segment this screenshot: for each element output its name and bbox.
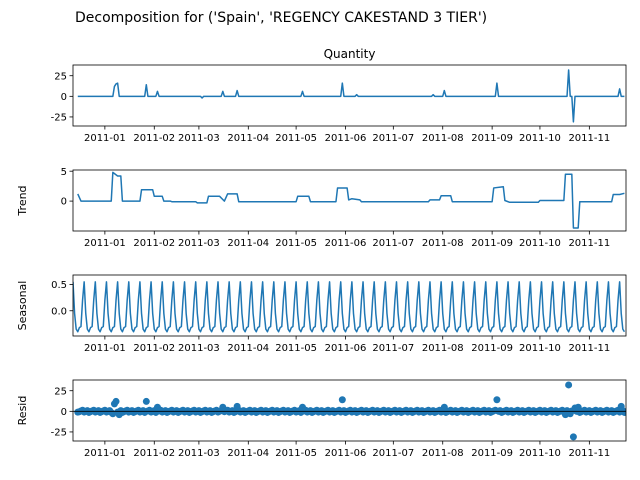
- seasonal-ytick-label: 0.0: [51, 306, 67, 317]
- figure-suptitle: Decomposition for ('Spain', 'REGENCY CAK…: [75, 10, 487, 26]
- quantity-xtick-label: 2011-03: [178, 133, 220, 144]
- quantity-series-line: [77, 69, 625, 123]
- resid-axes-frame: [72, 379, 627, 442]
- trend-xtick-label: 2011-03: [178, 238, 220, 249]
- trend-xtick-label: 2011-11: [568, 238, 610, 249]
- trend-xtick-label: 2011-07: [372, 238, 414, 249]
- seasonal-xtick-label: 2011-05: [275, 343, 317, 354]
- resid-xtick-label: 2011-10: [519, 448, 561, 459]
- resid-panel: 2011-01 2011-02 2011-03 2011-04 2011-05 2011-…: [16, 379, 627, 459]
- quantity-xtick-label: 2011-09: [471, 133, 513, 144]
- seasonal-xtick-label: 2011-11: [568, 343, 610, 354]
- quantity-xtick-label: 2011-02: [133, 133, 175, 144]
- resid-point: [142, 397, 150, 405]
- seasonal-xtick-label: 2011-08: [422, 343, 464, 354]
- seasonal-xtick-label: 2011-01: [84, 343, 126, 354]
- quantity-xtick-label: 2011-07: [372, 133, 414, 144]
- trend-series-line: [77, 171, 625, 229]
- seasonal-axes-frame: [72, 274, 627, 337]
- resid-xtick-label: 2011-02: [133, 448, 175, 459]
- seasonal-series-line: [73, 281, 626, 333]
- seasonal-xtick-label: 2011-04: [227, 343, 269, 354]
- resid-xtick-label: 2011-07: [372, 448, 414, 459]
- seasonal-ytick-label: 0.5: [51, 280, 67, 291]
- resid-xtick-label: 2011-08: [422, 448, 464, 459]
- resid-ylabel: Resid: [16, 396, 29, 426]
- quantity-xtick-label: 2011-01: [84, 133, 126, 144]
- resid-xtick-label: 2011-11: [568, 448, 610, 459]
- trend-xtick-label: 2011-04: [227, 238, 269, 249]
- quantity-ytick-label: 25: [54, 71, 67, 82]
- resid-point: [569, 433, 577, 441]
- resid-xtick-label: 2011-04: [227, 448, 269, 459]
- quantity-xtick-label: 2011-04: [227, 133, 269, 144]
- resid-point: [565, 381, 573, 389]
- trend-axes-frame: [72, 169, 627, 232]
- resid-point: [620, 408, 626, 416]
- seasonal-xtick-label: 2011-09: [471, 343, 513, 354]
- panels: 2011-01 2011-02 2011-03 2011-04 2011-05 2011-…: [16, 47, 627, 459]
- resid-xtick-label: 2011-05: [275, 448, 317, 459]
- resid-data: [73, 381, 626, 441]
- quantity-xtick-label: 2011-11: [568, 133, 610, 144]
- seasonal-xtick-label: 2011-10: [519, 343, 561, 354]
- quantity-ytick-label: 0: [61, 92, 67, 103]
- trend-xtick-label: 2011-01: [84, 238, 126, 249]
- seasonal-ylabel: Seasonal: [16, 281, 29, 331]
- seasonal-xtick-label: 2011-06: [325, 343, 367, 354]
- seasonal-xtick-label: 2011-03: [178, 343, 220, 354]
- resid-point: [112, 397, 120, 405]
- trend-xtick-label: 2011-02: [133, 238, 175, 249]
- quantity-ytick-label: -25: [51, 113, 67, 124]
- seasonal-data: [73, 281, 626, 333]
- resid-ytick-label: 25: [54, 386, 67, 397]
- quantity-data: [77, 69, 625, 123]
- resid-ytick-label: -25: [51, 428, 67, 439]
- trend-ytick-label: 5: [61, 167, 67, 178]
- trend-data: [77, 171, 625, 229]
- quantity-panel: 2011-01 2011-02 2011-03 2011-04 2011-05 2011-…: [51, 47, 627, 144]
- trend-xtick-label: 2011-08: [422, 238, 464, 249]
- trend-panel: 2011-01 2011-02 2011-03 2011-04 2011-05 2011-…: [16, 167, 627, 249]
- resid-point: [338, 396, 346, 404]
- trend-xtick-label: 2011-05: [275, 238, 317, 249]
- seasonal-panel: 2011-01 2011-02 2011-03 2011-04 2011-05 2011-…: [16, 274, 627, 354]
- resid-ytick-label: 0: [61, 407, 67, 418]
- resid-xtick-label: 2011-06: [325, 448, 367, 459]
- trend-ylabel: Trend: [16, 185, 29, 216]
- quantity-xtick-label: 2011-08: [422, 133, 464, 144]
- quantity-axes-frame: [72, 64, 627, 127]
- resid-xtick-label: 2011-03: [178, 448, 220, 459]
- quantity-title: Quantity: [324, 47, 376, 61]
- trend-xtick-label: 2011-10: [519, 238, 561, 249]
- quantity-xtick-label: 2011-06: [325, 133, 367, 144]
- resid-point: [493, 396, 501, 404]
- resid-xtick-label: 2011-01: [84, 448, 126, 459]
- seasonal-xtick-label: 2011-07: [372, 343, 414, 354]
- quantity-xtick-label: 2011-05: [275, 133, 317, 144]
- trend-xtick-label: 2011-09: [471, 238, 513, 249]
- quantity-xtick-label: 2011-10: [519, 133, 561, 144]
- seasonal-xtick-label: 2011-02: [133, 343, 175, 354]
- trend-xtick-label: 2011-06: [325, 238, 367, 249]
- resid-xtick-label: 2011-09: [471, 448, 513, 459]
- trend-ytick-label: 0: [61, 197, 67, 208]
